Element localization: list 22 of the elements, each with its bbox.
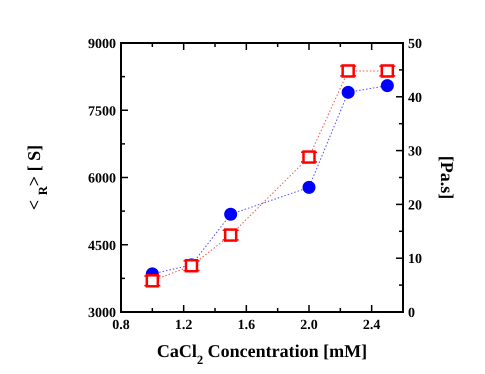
- point: [302, 180, 316, 194]
- x-axis-title: CaCl$_{2}$ Concentration [mM]: [156, 341, 368, 367]
- point: [342, 86, 355, 99]
- x-tick-label: 0.8: [112, 318, 130, 333]
- y-tick-label: 3000: [88, 306, 116, 321]
- y2-tick-label: 20: [408, 198, 422, 214]
- y2-axis-title: [Pa.s]: [437, 156, 457, 200]
- y2-tick-label: 50: [408, 37, 422, 52]
- y-tick-label: 4500: [88, 238, 116, 254]
- y2-tick-label: 0: [408, 306, 415, 321]
- x-tick-label: 1.6: [238, 318, 256, 333]
- y2-tick-label: 40: [408, 90, 422, 106]
- point: [224, 208, 238, 221]
- point: [380, 79, 394, 92]
- y2-tick-label: 10: [408, 252, 422, 268]
- y-tick-label: 6000: [88, 172, 116, 186]
- y-tick-label: 7500: [88, 104, 116, 120]
- y-tick-label: 9000: [88, 37, 116, 52]
- x-tick-label: 2.4: [362, 318, 380, 333]
- y2-tick-label: 30: [408, 144, 422, 160]
- x-tick-label: 2.0: [300, 318, 318, 333]
- x-tick-label: 1.2: [174, 318, 192, 333]
